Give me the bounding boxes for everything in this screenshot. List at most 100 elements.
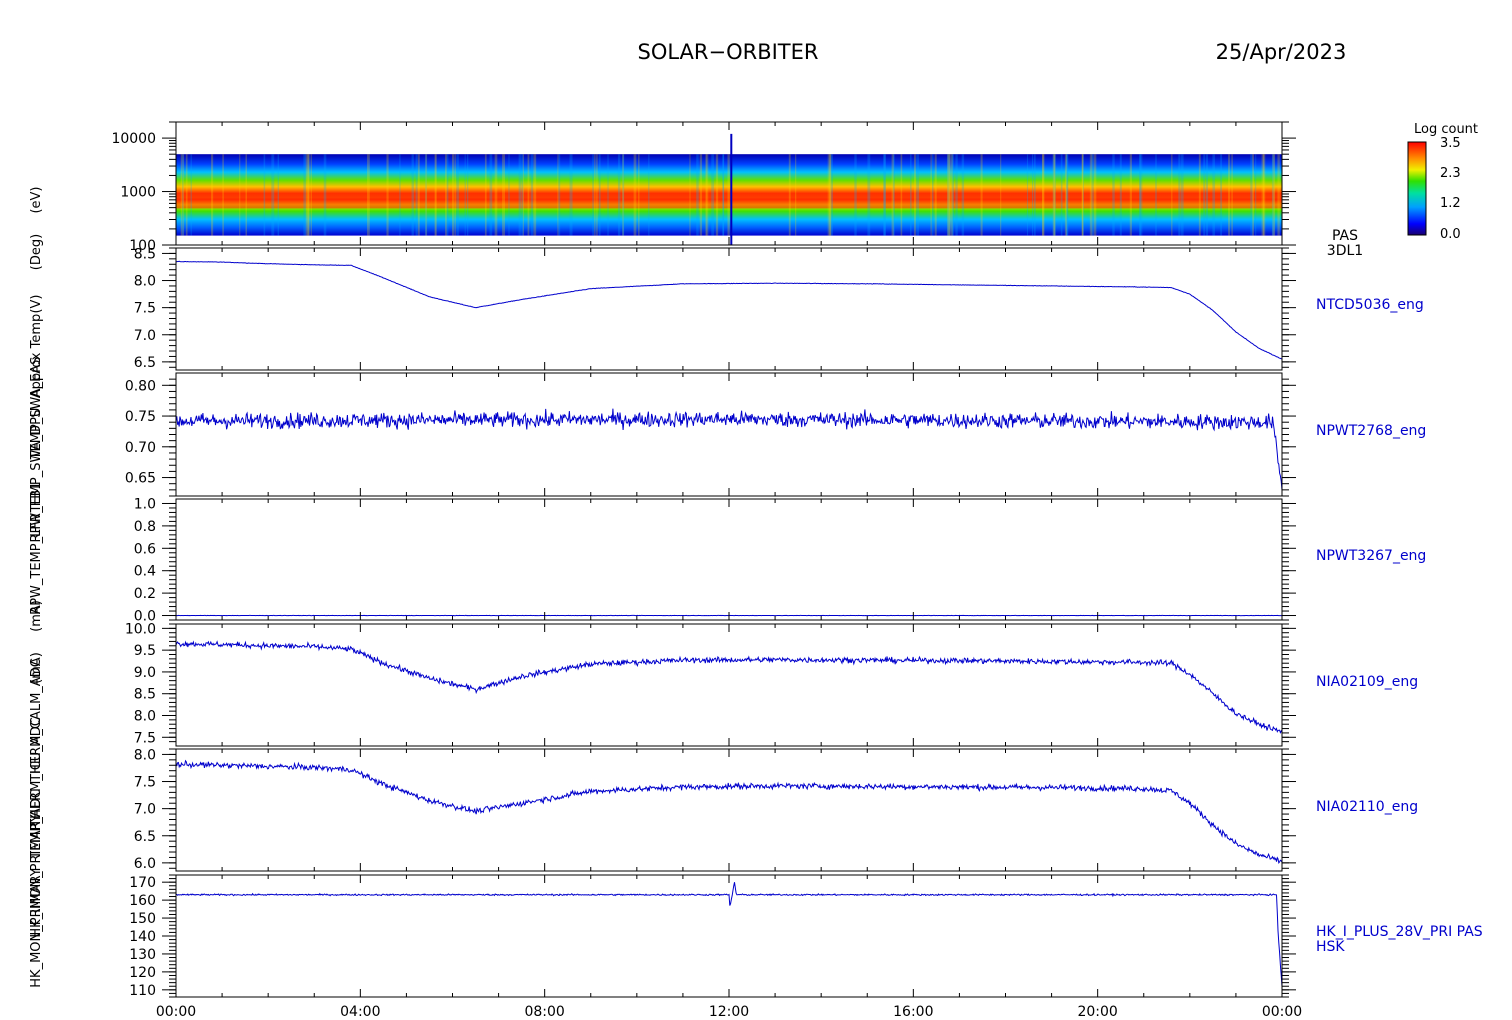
- spectrogram-streak: [445, 154, 447, 236]
- y-tick-label: 7.5: [134, 730, 156, 746]
- colorbar-tick-label: 0.0: [1440, 227, 1461, 242]
- spectrogram-streak: [518, 154, 522, 236]
- panel-label: NIA02110_eng: [1316, 799, 1418, 815]
- spectrogram-streak: [827, 154, 829, 236]
- spectrogram-streak: [1031, 154, 1034, 236]
- spectrogram-streak: [1052, 154, 1056, 236]
- y-tick-label: 100: [129, 238, 156, 254]
- spectrogram-streak: [1262, 154, 1266, 236]
- spectrogram-streak: [705, 154, 707, 236]
- y-tick-label: 0.4: [134, 564, 156, 580]
- spectrogram-streak: [930, 154, 932, 236]
- y-axis-title: (V): [29, 294, 44, 313]
- y-tick-label: 6.5: [134, 829, 156, 845]
- spectrogram-streak: [706, 154, 709, 236]
- y-tick-label: 110: [129, 983, 156, 999]
- spectrogram-streak: [182, 154, 184, 236]
- panel-frame: [175, 748, 1283, 872]
- spectrogram-streak: [307, 154, 310, 236]
- spectrogram-streak: [530, 154, 534, 236]
- spectrogram-streak: [323, 154, 327, 236]
- spectrogram-streak: [271, 154, 275, 236]
- panel-label: PAS: [1332, 228, 1358, 244]
- spectrogram-streak: [696, 154, 699, 236]
- panel-NPWT2768_eng: 0.65 0.70 0.75 0.80 NPWT2768_eng: [125, 372, 1426, 497]
- spectrogram-streak: [1065, 154, 1068, 236]
- spectrogram-streak: [521, 154, 524, 236]
- spectrogram-streak: [533, 154, 537, 236]
- y-axis-title: (Deg): [29, 234, 44, 270]
- spectrogram-streak: [715, 154, 719, 236]
- panel-label: HK_I_PLUS_28V_PRI PAS: [1316, 924, 1483, 940]
- y-axis-title: TEMP_ADC: [29, 789, 44, 860]
- spectrogram-streak: [1220, 154, 1223, 236]
- y-tick-label: 0.8: [134, 519, 156, 535]
- spectrogram-streak: [417, 154, 420, 236]
- spectrogram-streak: [1064, 154, 1068, 236]
- spectrogram-streak: [1129, 154, 1132, 236]
- spectrogram-streak: [598, 154, 601, 236]
- spectrogram-streak: [1089, 154, 1093, 236]
- x-tick-label: 08:00: [524, 1004, 564, 1020]
- series-line-NIA02109_eng: [175, 640, 1283, 734]
- spectrogram-streak: [1081, 154, 1084, 236]
- spectrogram-streak: [239, 154, 241, 236]
- spectrogram-streak: [1255, 154, 1257, 236]
- y-tick-label: 0.70: [125, 440, 156, 456]
- y-tick-label: 0.6: [134, 541, 156, 557]
- spectrogram-streak: [1026, 154, 1029, 236]
- x-axis: 00:00 04:00 08:00 12:00 16:00 20:00 00:00: [156, 1004, 1302, 1020]
- colorbar-title: Log count: [1414, 122, 1478, 137]
- y-tick-label: 9.5: [134, 643, 156, 659]
- spectrogram-streak: [900, 154, 903, 236]
- spectrogram-streak: [955, 154, 958, 236]
- spectrogram-streak: [795, 154, 797, 236]
- y-tick-label: 7.5: [134, 301, 156, 317]
- spectrogram-streak: [557, 154, 559, 236]
- panels: 100100010000PAS3DL16.57.07.58.08.5NTCD50…: [111, 121, 1483, 999]
- spectrogram-streak: [1155, 154, 1157, 236]
- y-axis-title: HK_IMON_PRIMARY: [29, 814, 44, 937]
- spectrogram-streak: [1178, 154, 1181, 236]
- spectrogram-streak: [951, 154, 955, 236]
- spectrogram-streak: [508, 154, 510, 236]
- y-axis-title: RPW_TEMP_LFR: [29, 513, 44, 615]
- spectrogram-streak: [891, 154, 894, 236]
- spectrogram-streak: [494, 154, 498, 236]
- y-tick-label: 7.5: [134, 775, 156, 791]
- y-tick-label: 8.5: [134, 687, 156, 703]
- spectrogram-streak: [399, 154, 401, 236]
- colorbar-tick-label: 2.3: [1440, 166, 1461, 181]
- spectrogram-streak: [883, 154, 886, 236]
- spectrogram-streak: [617, 154, 621, 236]
- spectrogram-streak: [1081, 154, 1084, 236]
- spectrogram-streak: [910, 154, 912, 236]
- spectrogram-streak: [310, 154, 312, 236]
- y-tick-label: 0.2: [134, 586, 156, 602]
- spectrogram-streak: [722, 154, 724, 236]
- spectrogram-streak: [1112, 154, 1115, 236]
- spectrogram-streak: [947, 154, 950, 236]
- spectrogram-streak: [1042, 154, 1044, 236]
- date-label: 25/Apr/2023: [1216, 40, 1347, 64]
- spectrogram-streak: [592, 154, 594, 236]
- y-tick-label: 8.5: [134, 246, 156, 262]
- spectrogram-streak: [829, 154, 832, 236]
- spectrogram-streak: [180, 154, 182, 236]
- spectrogram-streak: [980, 154, 983, 236]
- y-tick-label: 7.0: [134, 802, 156, 818]
- x-tick-label: 12:00: [709, 1004, 749, 1020]
- spectrogram-streak: [1054, 154, 1056, 236]
- panel-frame: [175, 874, 1283, 998]
- spectrogram-streak: [303, 154, 307, 236]
- spectrogram-streak: [502, 154, 506, 236]
- spectrogram-streak: [1091, 154, 1094, 236]
- spectrogram-streak: [950, 154, 953, 236]
- series-line-NPWT2768_eng: [175, 408, 1283, 491]
- y-tick-label: 8.0: [134, 747, 156, 763]
- y-axis-title: RPW_FB1: [29, 482, 44, 543]
- y-axis-title: (mA): [29, 652, 44, 684]
- spectrogram-streak: [727, 154, 730, 236]
- series-line-HK_I_PLUS_28V_PRI: [175, 882, 1283, 987]
